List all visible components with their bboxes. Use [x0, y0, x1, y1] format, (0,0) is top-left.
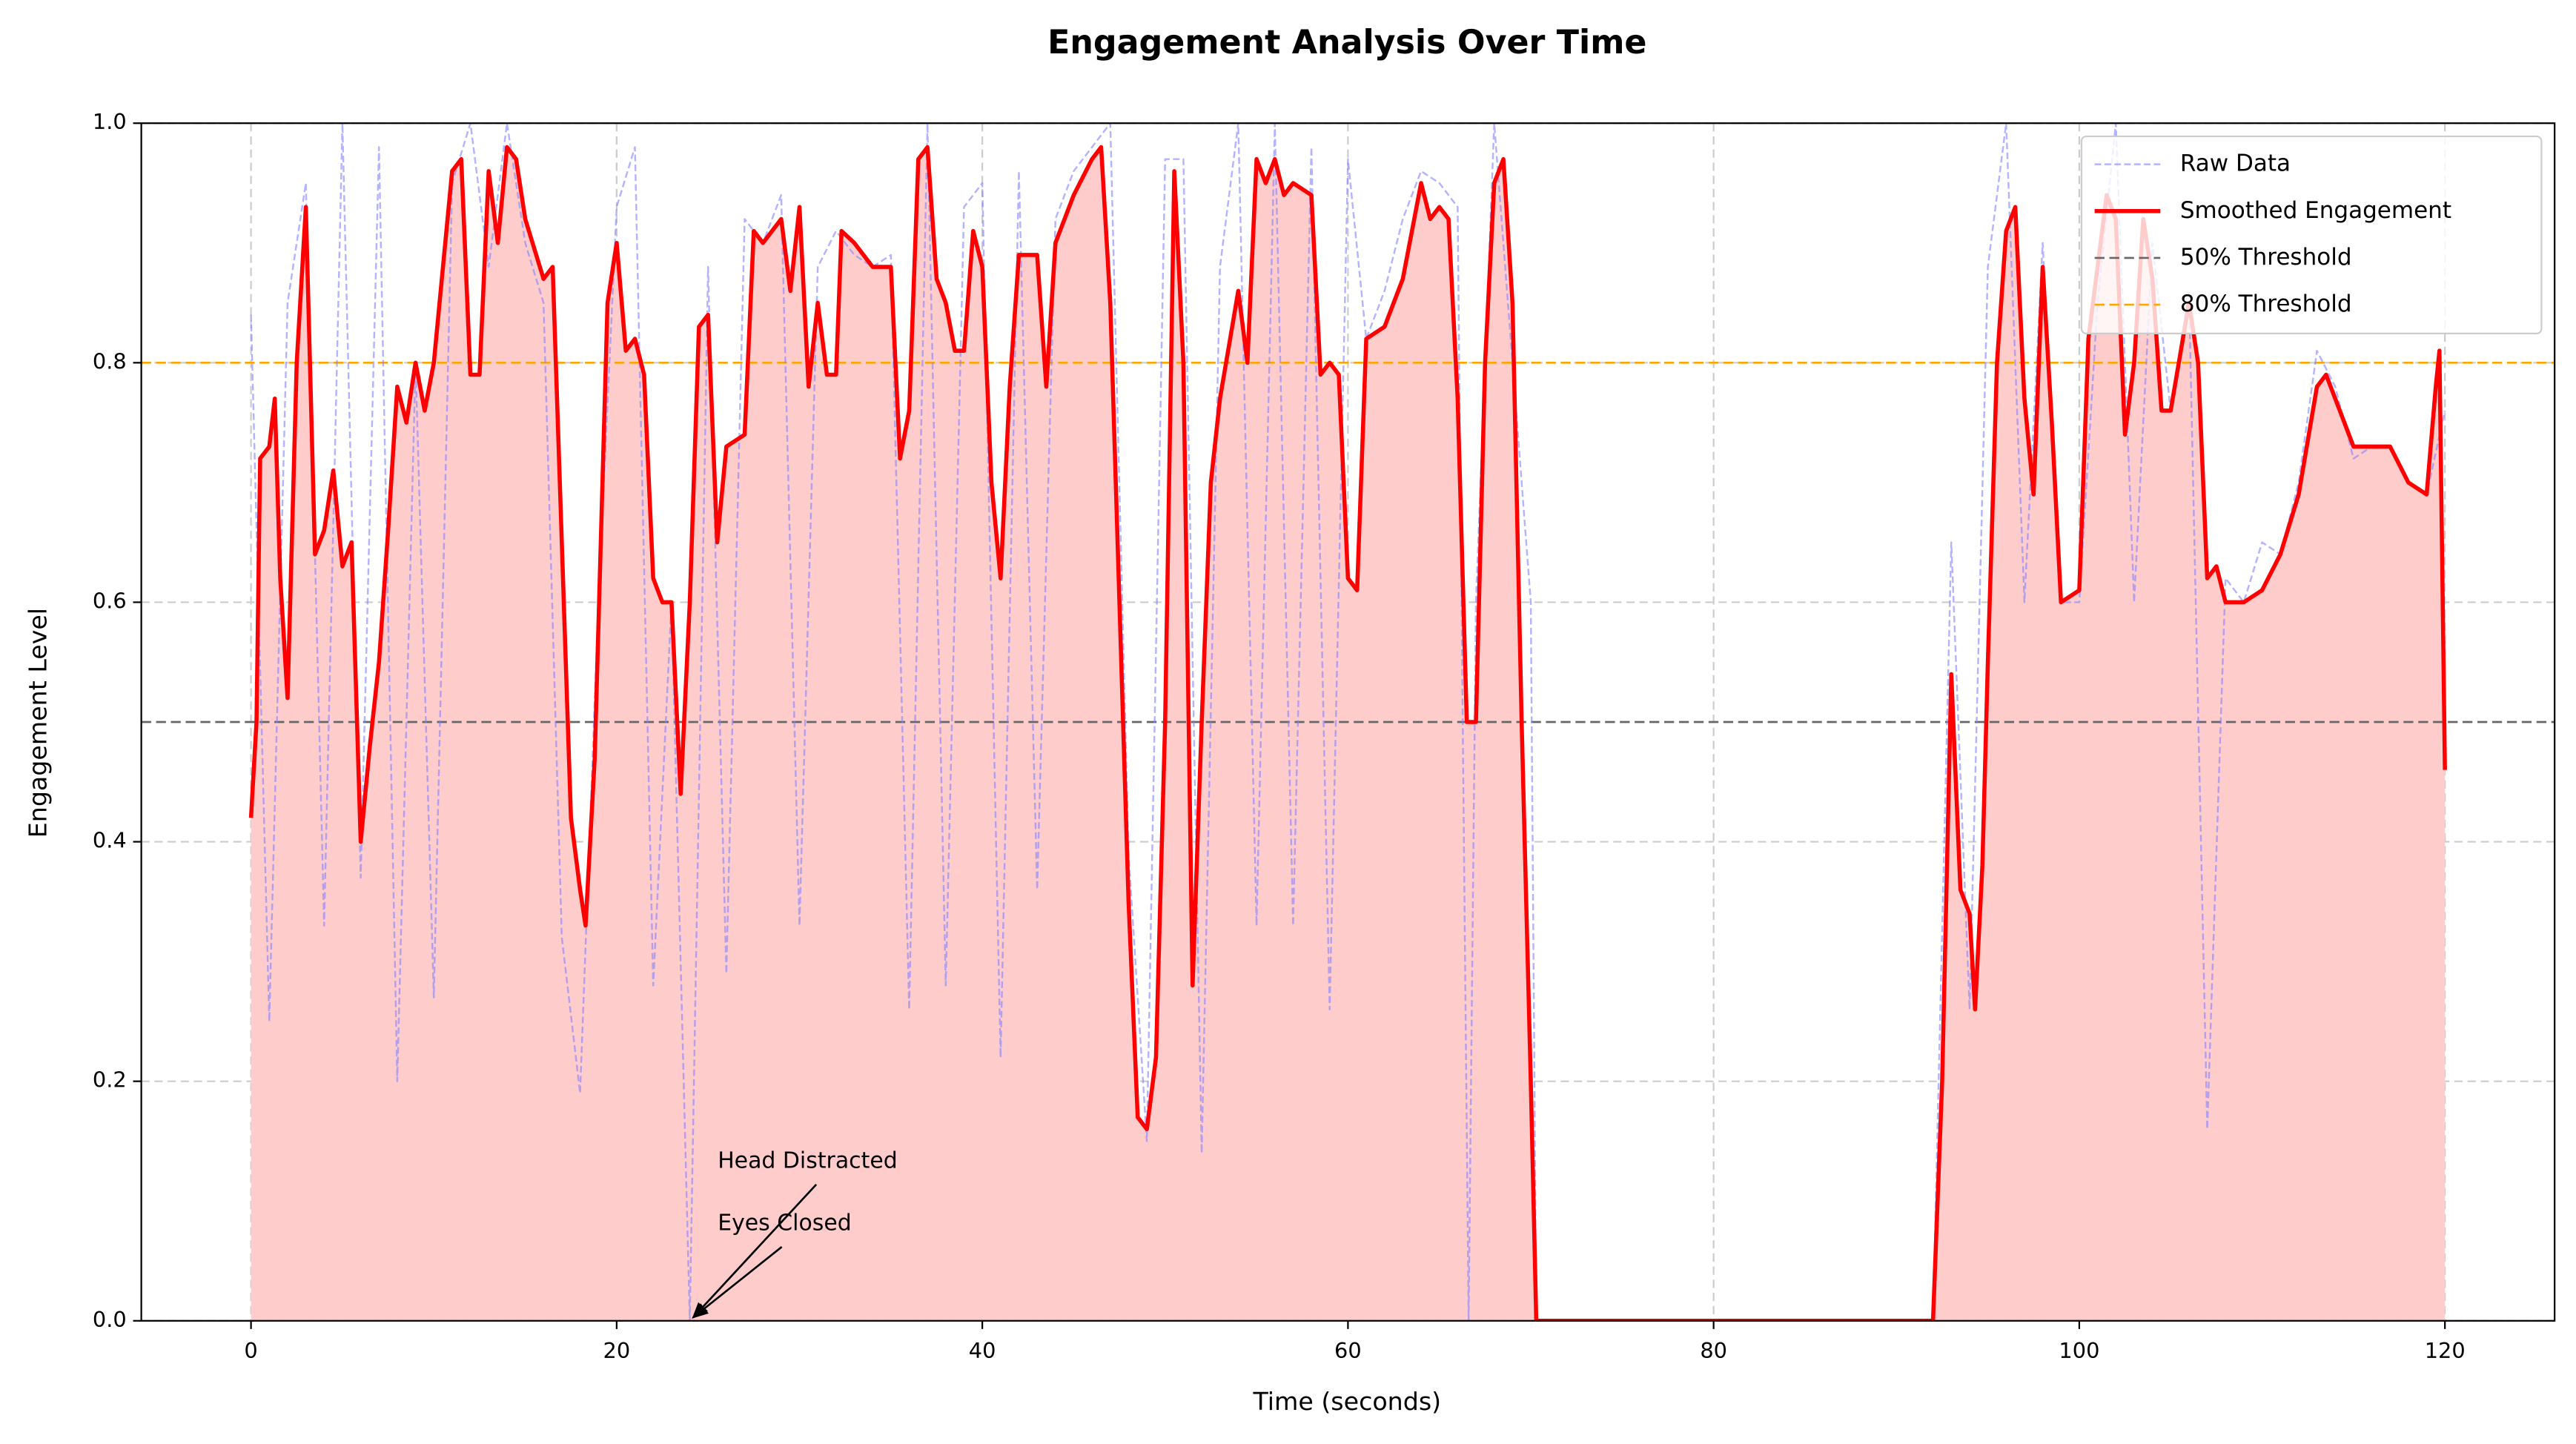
- chart-title: Engagement Analysis Over Time: [1047, 24, 1646, 62]
- annotation-text: Eyes Closed: [718, 1210, 852, 1236]
- y-tick-label: 0.4: [93, 828, 127, 853]
- area-fill: [251, 147, 2446, 1321]
- annotation-arrow: [692, 1246, 783, 1319]
- x-tick-label: 120: [2425, 1338, 2466, 1363]
- x-tick-label: 60: [1334, 1338, 1362, 1363]
- x-tick-label: 100: [2059, 1338, 2099, 1363]
- x-axis-label: Time (seconds): [1252, 1387, 1441, 1416]
- legend-label: 80% Threshold: [2180, 291, 2352, 317]
- y-tick-label: 0.6: [93, 588, 127, 613]
- x-tick-label: 20: [603, 1338, 631, 1363]
- y-tick-label: 0.8: [93, 348, 127, 374]
- x-tick-label: 0: [244, 1338, 257, 1363]
- legend-box: [2080, 135, 2543, 334]
- smoothed-line: [248, 145, 2447, 1321]
- y-axis-label: Engagement Level: [24, 608, 53, 838]
- x-tick-label: 40: [969, 1338, 996, 1363]
- legend-label: Smoothed Engagement: [2180, 197, 2451, 224]
- annotation-text: Head Distracted: [718, 1147, 898, 1173]
- y-tick-label: 0.2: [93, 1067, 127, 1093]
- annotation-arrow: [692, 1183, 818, 1319]
- y-tick-label: 1.0: [93, 109, 127, 134]
- plot-area: [141, 123, 2555, 1321]
- axes-frame: [140, 122, 2556, 1322]
- legend-label: Raw Data: [2180, 150, 2291, 177]
- raw-line: [250, 123, 2446, 1321]
- x-tick-label: 80: [1700, 1338, 1727, 1363]
- y-tick-label: 0.0: [93, 1307, 127, 1332]
- legend-label: 50% Threshold: [2180, 244, 2352, 271]
